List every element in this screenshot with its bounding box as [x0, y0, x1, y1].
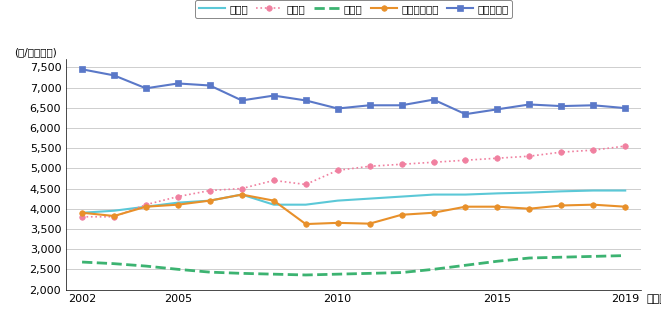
建設業 — [557, 255, 565, 259]
建設業 — [461, 263, 469, 267]
運輸・郵便業 — [493, 205, 501, 209]
製造業 — [493, 156, 501, 160]
建設業 — [430, 267, 438, 271]
全産業 — [525, 190, 533, 194]
製造業 — [110, 215, 118, 219]
製造業 — [142, 203, 150, 207]
情報通信業 — [430, 98, 438, 102]
全産業 — [238, 192, 246, 196]
運輸・郵便業 — [301, 222, 309, 226]
Line: 運輸・郵便業: 運輸・郵便業 — [79, 192, 628, 227]
運輸・郵便業 — [78, 211, 86, 215]
製造業 — [270, 178, 278, 182]
情報通信業 — [206, 84, 214, 88]
運輸・郵便業 — [174, 203, 182, 207]
全産業 — [301, 203, 309, 207]
全産業 — [334, 199, 342, 203]
情報通信業 — [334, 107, 342, 111]
情報通信業 — [525, 103, 533, 107]
全産業 — [366, 197, 373, 201]
建設業 — [589, 254, 597, 258]
全産業 — [78, 211, 86, 215]
全産業 — [493, 191, 501, 195]
製造業 — [525, 154, 533, 158]
運輸・郵便業 — [270, 199, 278, 203]
Line: 全産業: 全産業 — [82, 190, 625, 213]
運輸・郵便業 — [366, 222, 373, 226]
情報通信業 — [557, 104, 565, 108]
建設業 — [397, 270, 405, 274]
情報通信業 — [78, 67, 86, 71]
建設業 — [142, 264, 150, 268]
製造業 — [589, 148, 597, 152]
情報通信業 — [493, 107, 501, 111]
情報通信業 — [397, 103, 405, 107]
製造業 — [557, 150, 565, 154]
製造業 — [461, 158, 469, 162]
全産業 — [110, 209, 118, 213]
運輸・郵便業 — [589, 203, 597, 207]
建設業 — [334, 272, 342, 276]
全産業 — [589, 189, 597, 192]
製造業 — [301, 183, 309, 187]
運輸・郵便業 — [430, 211, 438, 215]
建設業 — [525, 256, 533, 260]
建設業 — [493, 259, 501, 263]
全産業 — [174, 201, 182, 205]
情報通信業 — [621, 106, 629, 110]
建設業 — [366, 271, 373, 275]
運輸・郵便業 — [557, 204, 565, 208]
情報通信業 — [142, 86, 150, 90]
建設業 — [110, 262, 118, 266]
製造業 — [174, 195, 182, 199]
情報通信業 — [238, 98, 246, 102]
製造業 — [397, 162, 405, 166]
建設業 — [174, 267, 182, 271]
製造業 — [334, 168, 342, 172]
Legend: 全産業, 製造業, 建設業, 運輸・郵便業, 情報通信業: 全産業, 製造業, 建設業, 運輸・郵便業, 情報通信業 — [195, 0, 512, 18]
Line: 建設業: 建設業 — [82, 256, 625, 275]
Text: （年）: （年） — [647, 294, 661, 304]
運輸・郵便業 — [525, 207, 533, 211]
全産業 — [397, 195, 405, 199]
情報通信業 — [174, 82, 182, 86]
運輸・郵便業 — [461, 205, 469, 209]
情報通信業 — [461, 112, 469, 116]
運輸・郵便業 — [206, 199, 214, 203]
建設業 — [78, 260, 86, 264]
製造業 — [206, 189, 214, 192]
全産業 — [206, 199, 214, 203]
全産業 — [557, 190, 565, 193]
運輸・郵便業 — [110, 214, 118, 218]
情報通信業 — [110, 73, 118, 77]
建設業 — [301, 273, 309, 277]
製造業 — [366, 164, 373, 168]
Line: 情報通信業: 情報通信業 — [79, 66, 628, 117]
建設業 — [206, 270, 214, 274]
情報通信業 — [301, 98, 309, 102]
運輸・郵便業 — [142, 205, 150, 209]
全産業 — [142, 205, 150, 209]
全産業 — [430, 192, 438, 196]
全産業 — [461, 192, 469, 196]
情報通信業 — [270, 94, 278, 98]
運輸・郵便業 — [397, 213, 405, 217]
Line: 製造業: 製造業 — [79, 143, 628, 219]
製造業 — [430, 160, 438, 164]
製造業 — [238, 187, 246, 190]
情報通信業 — [589, 103, 597, 107]
製造業 — [78, 215, 86, 219]
製造業 — [621, 144, 629, 148]
全産業 — [270, 203, 278, 207]
運輸・郵便業 — [621, 205, 629, 209]
情報通信業 — [366, 103, 373, 107]
建設業 — [238, 271, 246, 275]
全産業 — [621, 189, 629, 192]
Text: (円/人・時間): (円/人・時間) — [15, 47, 57, 57]
運輸・郵便業 — [238, 192, 246, 196]
建設業 — [270, 272, 278, 276]
運輸・郵便業 — [334, 221, 342, 225]
建設業 — [621, 254, 629, 258]
